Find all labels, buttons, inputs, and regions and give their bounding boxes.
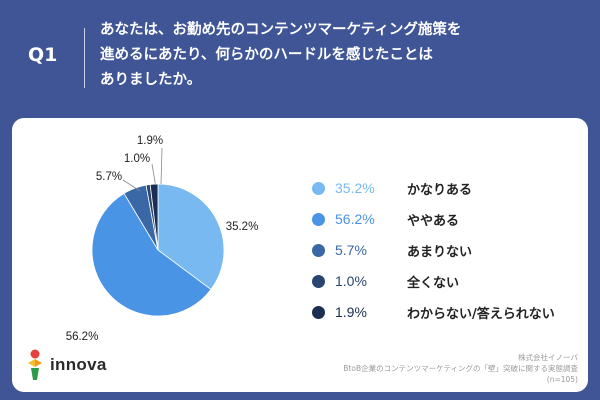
- leader-line: [122, 179, 141, 192]
- source-line: 株式会社イノーバ: [518, 353, 578, 362]
- legend-label: あまりない: [407, 244, 473, 260]
- legend-value: 35.2%: [335, 180, 375, 196]
- question-line: あなたは、お勤め先のコンテンツマーケティング施策を: [100, 22, 462, 38]
- slice-value-label: 1.0%: [124, 153, 150, 165]
- source-note: 株式会社イノーバ BtoB企業のコンテンツマーケティングの「壁」突破に関する実態…: [343, 352, 578, 385]
- pie-chart: 35.2% 56.2% 5.7%1.0% 1.9%: [66, 135, 259, 343]
- chart-card: 35.2% 56.2% 5.7% 1.0% 1.9% 35.2% かなりある 56.2% やや…: [12, 118, 588, 392]
- legend-swatch: [312, 243, 325, 257]
- header-divider: [84, 28, 85, 88]
- legend-item: 5.7% あまりない: [312, 238, 472, 262]
- legend-swatch: [312, 212, 325, 226]
- legend-item: 35.2% かなりある: [312, 176, 472, 200]
- innova-logo: innova: [22, 348, 107, 382]
- legend-value: 1.0%: [335, 273, 367, 289]
- question-text: あなたは、お勤め先のコンテンツマーケティング施策を 進めるにあたり、何らかのハー…: [100, 18, 570, 93]
- legend-label: わからない/答えられない: [407, 306, 555, 322]
- legend-swatch: [312, 274, 325, 288]
- question-number: Q1: [28, 44, 58, 66]
- innova-logo-icon: [28, 349, 42, 380]
- slice-value-label: 35.2%: [226, 221, 259, 233]
- leader-line: [160, 147, 163, 185]
- pie-slice: [149, 183, 159, 251]
- legend-value: 56.2%: [335, 211, 375, 227]
- legend-item: 1.0% 全くない: [312, 269, 459, 293]
- slice-value-label: 56.2%: [66, 331, 99, 343]
- innova-logo-text: innova: [50, 355, 107, 374]
- source-line: (n=105): [546, 375, 578, 384]
- legend-item: 56.2% ややある: [312, 207, 459, 231]
- header: Q1 あなたは、お勤め先のコンテンツマーケティング施策を 進めるにあたり、何らか…: [0, 0, 600, 108]
- legend-value: 1.9%: [335, 304, 367, 320]
- legend-label: 全くない: [407, 275, 460, 291]
- pie-slice: [91, 192, 212, 317]
- pie-slice: [157, 183, 225, 291]
- question-line: 進めるにあたり、何らかのハードルを感じたことは: [100, 47, 433, 63]
- legend-value: 5.7%: [335, 242, 367, 258]
- legend-label: かなりある: [407, 182, 473, 198]
- legend-item: 1.9% わからない/答えられない: [312, 300, 555, 324]
- slice-value-label: 1.9%: [137, 135, 163, 147]
- legend-swatch: [312, 181, 325, 195]
- question-line: ありましたか。: [100, 72, 202, 88]
- source-line: BtoB企業のコンテンツマーケティングの「壁」突破に関する実態調査: [343, 364, 578, 373]
- legend-label: ややある: [407, 213, 460, 229]
- legend-swatch: [312, 305, 325, 319]
- slice-value-label: 5.7%: [96, 171, 122, 183]
